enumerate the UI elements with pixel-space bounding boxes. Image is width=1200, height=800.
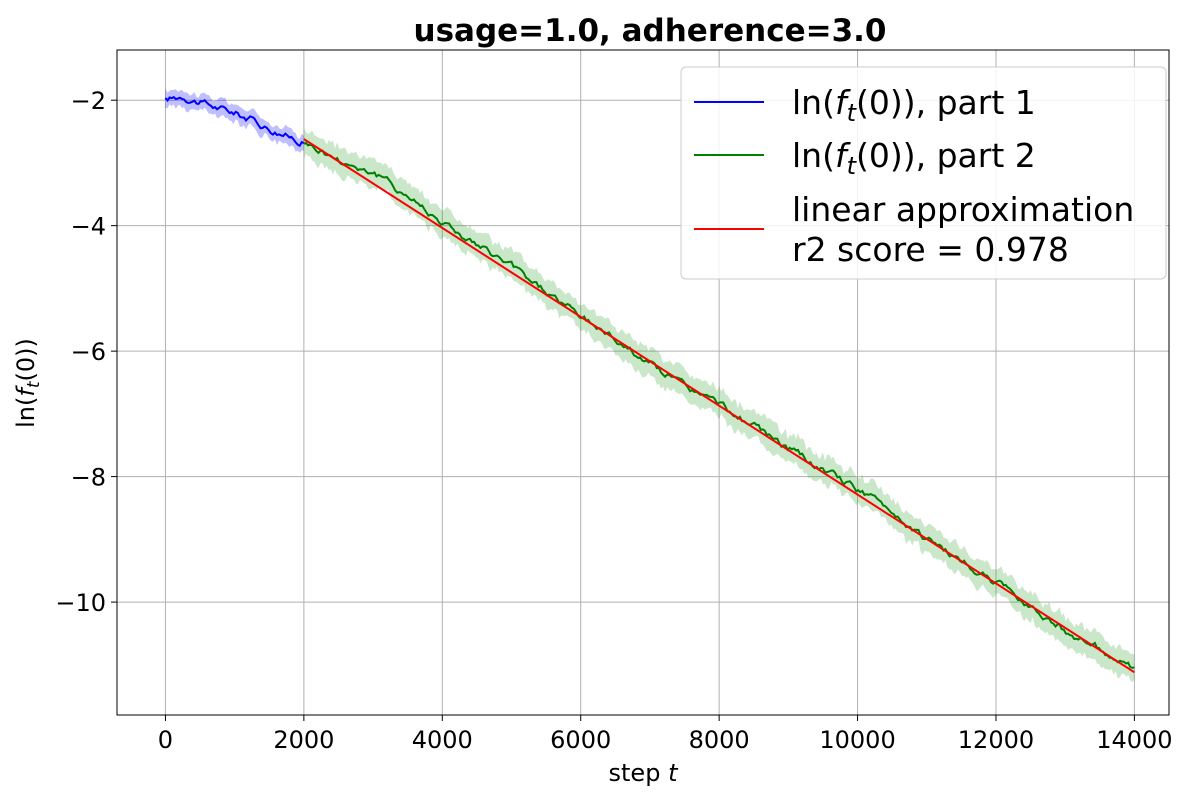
series-band-0	[165, 88, 304, 153]
series-line-1	[303, 141, 1135, 669]
legend-frame	[680, 66, 1167, 280]
series-line-2	[303, 138, 1135, 674]
x-tick-label: 8000	[689, 726, 750, 754]
x-tick-label: 10000	[819, 726, 895, 754]
legend-label-1: ln(ft(0)), part 2	[792, 136, 1036, 180]
legend-label-0: ln(ft(0)), part 1	[792, 83, 1036, 127]
y-tick-label: −8	[71, 464, 106, 492]
series-line-0	[164, 95, 305, 148]
x-axis: 0 2000 4000 6000 8000 10000 12000 14000	[158, 715, 1173, 754]
y-tick-label: −4	[71, 213, 106, 241]
x-tick-label: 2000	[273, 726, 334, 754]
x-tick-label: 4000	[412, 726, 473, 754]
series-lines	[164, 95, 1135, 674]
x-tick-label: 6000	[550, 726, 611, 754]
y-tick-label: −6	[71, 338, 106, 366]
x-tick-label: 12000	[958, 726, 1034, 754]
y-axis: −2 −4 −6 −8 −10	[55, 87, 117, 617]
x-tick-label: 14000	[1096, 726, 1172, 754]
chart-title: usage=1.0, adherence=3.0	[414, 13, 887, 49]
y-axis-label: ln(ft(0))	[12, 338, 44, 428]
y-tick-label: −2	[71, 87, 106, 115]
y-tick-label: −10	[55, 589, 106, 617]
plot-frame	[116, 49, 1170, 716]
legend: ln(ft(0)), part 1 ln(ft(0)), part 2 linear…	[680, 66, 1167, 280]
x-tick-label: 0	[158, 726, 173, 754]
x-axis-label: step t	[609, 759, 680, 787]
legend-label-2: linear approximation r2 score = 0.978	[792, 190, 1134, 269]
